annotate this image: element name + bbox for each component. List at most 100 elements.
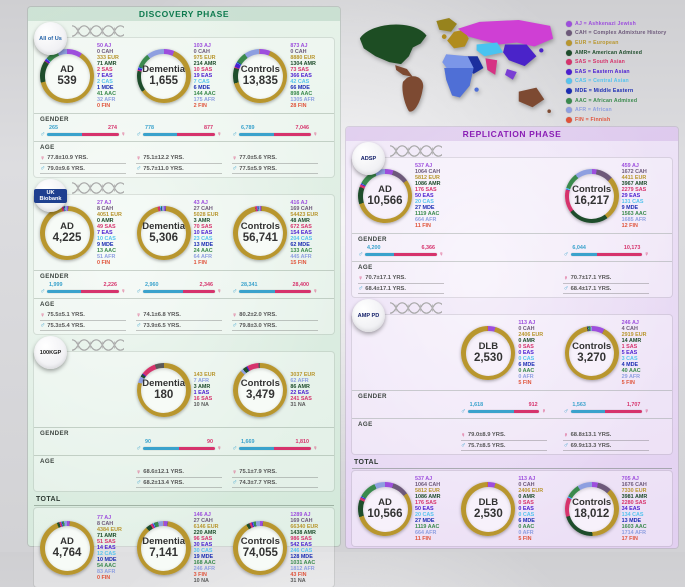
legend-item: CAS = Central Asian bbox=[566, 77, 676, 87]
donut-chart: Dementia 5,306 bbox=[136, 206, 191, 260]
group-cell: AD 4,764 77 AJ 8 CAH 4384 EUR 71 AMR 51 SAS 14 … bbox=[40, 512, 137, 584]
age-cell bbox=[358, 430, 461, 451]
age-section: AGE ♀ 77.8±10.9 YRS. ♂ 79.0±9.6 YRS. ♀ 75.1±12… bbox=[34, 141, 334, 177]
legend-label: CAH = Complex Admixture History bbox=[575, 30, 667, 37]
female-icon: ♀ bbox=[312, 288, 318, 295]
female-icon: ♀ bbox=[541, 408, 547, 415]
map-region-north-africa bbox=[442, 54, 474, 70]
age-cell bbox=[461, 273, 564, 294]
donut-chart: AD 4,764 bbox=[40, 521, 94, 575]
age-value: 75.7±11.0 YRS. bbox=[143, 165, 184, 172]
cohort-card: AD 539 50 AJ 0 CAH 333 EUR 71 AMR 2 SAS 7 EAS 2 … bbox=[34, 38, 334, 177]
male-icon: ♂ bbox=[460, 408, 466, 415]
gender-bar-row: ♂ ♀ bbox=[232, 445, 318, 452]
ancestry-item: 537 AJ bbox=[415, 476, 433, 482]
gender-counts: 778 877 bbox=[145, 125, 213, 131]
ancestry-item: 77 AJ bbox=[97, 515, 112, 521]
ancestry-list: 537 AJ 1064 CAH 5812 EUR 1086 AMR 176 SAS 50 … bbox=[415, 476, 441, 542]
group-cell bbox=[461, 162, 564, 230]
ancestry-item: 5 EAS bbox=[621, 350, 638, 356]
ancestry-list: 77 AJ 8 CAH 4384 EUR 71 AMR 51 SAS 14 EAS 12 C… bbox=[97, 515, 122, 581]
gender-section: GENDER 90 90 ♂ ♀ 1,669 1,810 ♂ ♀ bbox=[34, 427, 334, 455]
ancestry-item: 246 AJ bbox=[621, 320, 639, 326]
age-section-label: AGE bbox=[358, 421, 373, 428]
group-cell: Controls 3,270 246 AJ 4 CAH 2919 EUR 14 AMR 1 … bbox=[564, 319, 668, 387]
ancestry-item: 134 CAS bbox=[621, 512, 644, 518]
map-region-greenland bbox=[436, 18, 457, 32]
gender-cell: 778 877 ♂ ♀ bbox=[136, 125, 232, 138]
age-female: ♀ 80.2±2.0 YRS. bbox=[232, 310, 318, 321]
age-cell: ♀ 74.1±6.8 YRS. ♂ 73.9±6.5 YRS. bbox=[136, 310, 232, 331]
gender-cell: 1,669 1,810 ♂ ♀ bbox=[232, 439, 328, 452]
female-bar-segment bbox=[179, 446, 215, 451]
donut-center: Dementia 7,141 bbox=[141, 525, 187, 571]
age-female: ♀ 68.8±13.1 YRS. bbox=[563, 430, 650, 441]
ancestry-item: 54423 EUR bbox=[290, 212, 319, 218]
ancestry-item: 71 AMR bbox=[97, 61, 117, 67]
age-male: ♂ 68.4±17.1 YRS. bbox=[563, 284, 650, 294]
age-female: ♀ 75.5±5.1 YRS. bbox=[40, 310, 126, 321]
cohort-name: AMP PD bbox=[357, 312, 380, 319]
ancestry-item: 664 AFR bbox=[415, 217, 437, 223]
ancestry-list: 459 AJ 1672 CAH 4411 EUR 3967 AMR 2279 SAS 29… bbox=[622, 163, 648, 229]
female-icon: ♀ bbox=[563, 274, 569, 282]
male-icon: ♂ bbox=[232, 165, 238, 172]
group-cell: AD 10,566 537 AJ 1064 CAH 5812 EUR 1086 AMR 17… bbox=[358, 475, 461, 543]
donut-chart: Dementia 180 bbox=[136, 363, 191, 417]
group-label: Dementia bbox=[142, 536, 186, 547]
donut-chart: AD 539 bbox=[40, 49, 94, 103]
ancestry-item: 5812 EUR bbox=[415, 175, 440, 181]
female-icon: ♀ bbox=[644, 408, 650, 415]
ancestry-item: 10 SAS bbox=[193, 67, 213, 73]
female-bar-segment bbox=[176, 132, 215, 137]
legend-label: AJ = Ashkenazi Jewish bbox=[575, 20, 636, 27]
group-label: AD bbox=[60, 536, 74, 547]
male-icon: ♂ bbox=[232, 288, 238, 295]
group-cell: Dementia 7,141 146 AJ 27 CAH 6146 EUR 220 AMR… bbox=[136, 512, 234, 584]
group-cell: Controls 3,479 3037 EUR 62 AFR 86 AMR 22 EAS 2… bbox=[233, 356, 330, 424]
replication-cohort-list: ADSP AD 10,566 537 AJ 1064 CAH 5812 EUR 1086 A… bbox=[346, 142, 678, 454]
ancestry-item: 17 FIN bbox=[621, 536, 638, 542]
group-cell: Controls 16,217 459 AJ 1672 CAH 4411 EUR 3967… bbox=[564, 162, 668, 230]
ancestry-item: 27 MDE bbox=[415, 518, 435, 524]
group-label: AD bbox=[60, 64, 74, 75]
donut-center: Controls 3,270 bbox=[569, 330, 615, 376]
legend-item: FIN = Finnish bbox=[566, 115, 676, 125]
female-bar-segment bbox=[183, 289, 215, 294]
discovery-column: DISCOVERY PHASE All of Us AD 539 50 AJ 0 CAH… bbox=[28, 7, 340, 587]
female-icon: ♀ bbox=[136, 311, 142, 319]
group-cell: Dementia 1,655 103 AJ 0 CAH 975 EUR 214 AMR 10… bbox=[136, 42, 234, 110]
donut-chart: Controls 3,270 bbox=[564, 326, 619, 380]
legend-item: MDE = Middle Eastern bbox=[566, 86, 676, 96]
total-card: AD 4,764 77 AJ 8 CAH 4384 EUR 71 AMR 51 SAS 14 … bbox=[34, 508, 334, 587]
legend-item: AMR= American Admixed bbox=[566, 48, 676, 58]
donut-center: AD 4,225 bbox=[44, 210, 90, 256]
ancestry-list: 416 AJ 169 CAH 54423 EUR 48 AMR 672 SAS 154 E… bbox=[290, 200, 318, 266]
group-count: 4,764 bbox=[52, 547, 82, 559]
ancestry-item: 0 AMR bbox=[518, 338, 535, 344]
replication-phase-header: REPLICATION PHASE bbox=[346, 127, 678, 141]
ancestry-item: 1685 AFR bbox=[621, 217, 647, 223]
male-bar-segment bbox=[570, 252, 598, 257]
donut-center: AD 10,566 bbox=[362, 173, 408, 219]
gender-bar bbox=[143, 289, 215, 294]
groups-row: AD 4,225 27 AJ 8 CAH 4051 EUR 0 AMR 49 SAS 7 EA… bbox=[34, 195, 334, 270]
ancestry-item: 445 AFR bbox=[290, 254, 312, 260]
donut-chart: AD 4,225 bbox=[40, 206, 94, 260]
ancestry-item: 5 FIN bbox=[621, 380, 635, 386]
ancestry-item: 220 AMR bbox=[193, 530, 217, 536]
ancestry-item: 7 CAS bbox=[193, 79, 210, 85]
ancestry-item: 5812 EUR bbox=[415, 488, 440, 494]
ancestry-item: 1064 CAH bbox=[415, 482, 441, 488]
ancestry-item: 20 CAS bbox=[415, 512, 434, 518]
group-label: Controls bbox=[240, 221, 280, 232]
group-count: 5,306 bbox=[149, 232, 179, 244]
ancestry-item: 1563 AAC bbox=[621, 211, 647, 217]
ancestry-item: 133 AAC bbox=[290, 248, 313, 254]
gender-counts: 90 90 bbox=[145, 439, 213, 445]
ancestry-item: 27 CAH bbox=[193, 206, 213, 212]
female-count: 1,810 bbox=[295, 439, 310, 445]
male-count: 4,200 bbox=[367, 245, 381, 251]
male-icon: ♂ bbox=[136, 445, 142, 452]
map-region-central-asia bbox=[476, 42, 504, 57]
